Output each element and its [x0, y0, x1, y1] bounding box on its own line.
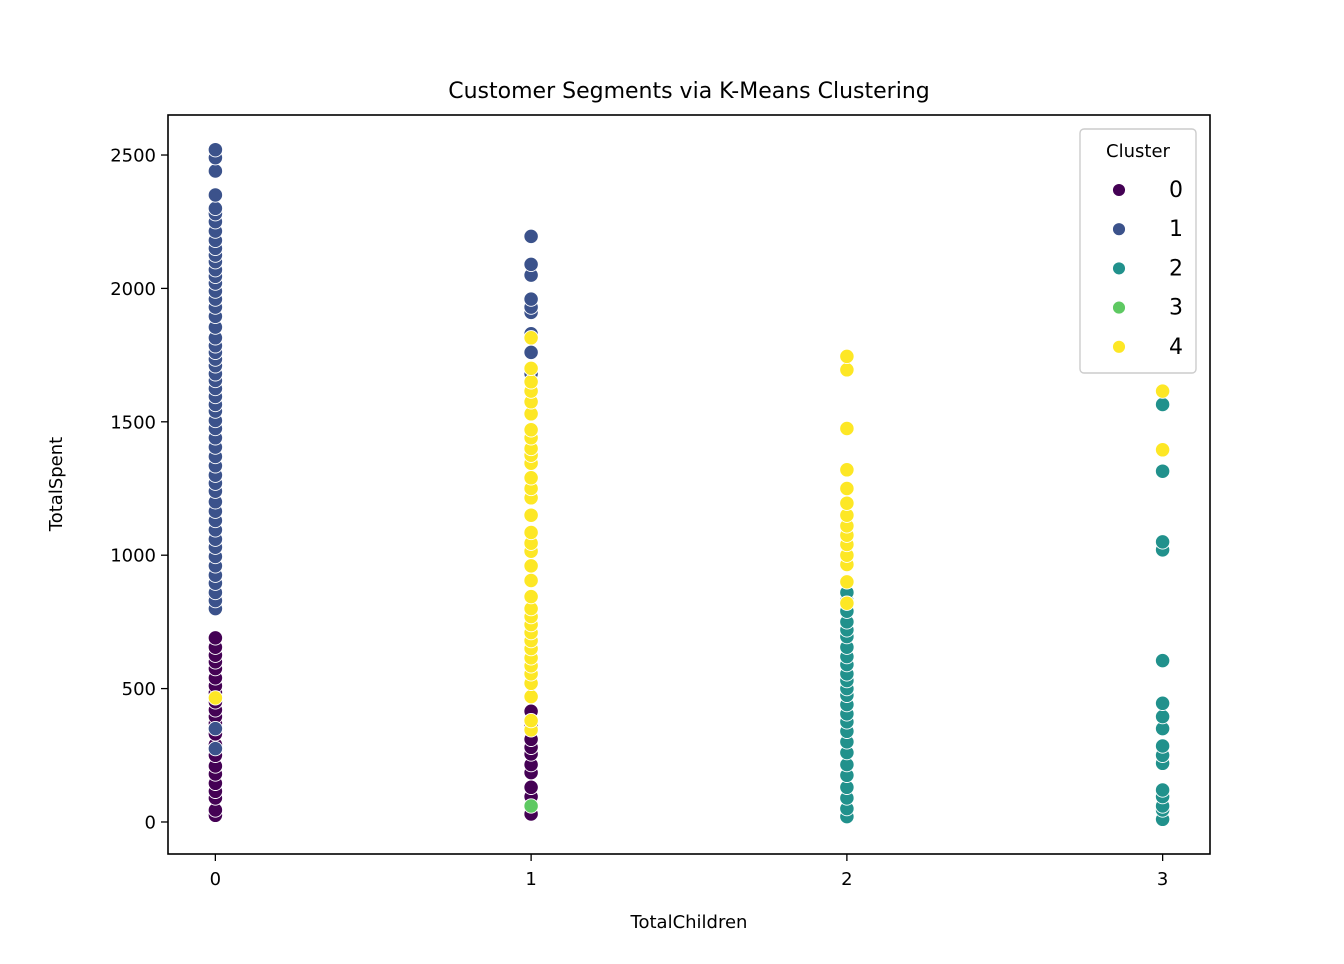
- data-point-cluster-1: [207, 187, 224, 203]
- x-tick-label: 2: [841, 869, 852, 890]
- x-tick-label: 0: [210, 869, 221, 890]
- data-point-cluster-1: [523, 256, 539, 273]
- legend-marker-cluster-2: [1112, 261, 1126, 276]
- data-point-cluster-4: [839, 574, 855, 590]
- data-point-cluster-1: [523, 228, 539, 245]
- data-point-cluster-2: [1154, 708, 1171, 725]
- legend-label-cluster-2: 2: [1169, 256, 1183, 281]
- legend-label-cluster-3: 3: [1169, 296, 1183, 321]
- y-tick-label: 2500: [110, 146, 156, 167]
- y-tick-label: 0: [145, 812, 156, 833]
- x-tick-label: 1: [525, 869, 536, 890]
- data-point-cluster-4: [839, 362, 855, 378]
- legend: Cluster 0 1 2 3 4: [1079, 128, 1197, 374]
- data-point-cluster-1: [207, 163, 224, 179]
- data-point-cluster-4: [523, 374, 539, 390]
- data-point-cluster-4: [523, 360, 539, 377]
- legend-label-cluster-4: 4: [1169, 335, 1183, 360]
- y-axis-label: TotalSpent: [46, 437, 67, 532]
- x-tick-label: 3: [1157, 869, 1168, 890]
- y-tick-label: 2000: [110, 279, 156, 300]
- data-point-cluster-4: [523, 572, 539, 589]
- data-point-cluster-1: [207, 200, 224, 217]
- data-point-cluster-4: [523, 558, 539, 574]
- data-point-cluster-1: [523, 344, 539, 361]
- data-point-cluster-4: [839, 348, 855, 365]
- data-point-cluster-2: [1154, 534, 1171, 550]
- data-point-cluster-3: [523, 798, 539, 814]
- legend-title: Cluster: [1106, 141, 1170, 162]
- data-point-cluster-4: [523, 422, 539, 438]
- data-point-cluster-4: [839, 495, 855, 511]
- data-point-cluster-4: [523, 712, 539, 729]
- data-point-cluster-4: [839, 462, 855, 478]
- x-axis-label: TotalChildren: [630, 912, 748, 933]
- y-axis: 0 500 1000 1500 2000 2500: [110, 146, 168, 833]
- data-point-cluster-4: [839, 420, 855, 437]
- data-point-cluster-4: [523, 688, 539, 705]
- data-point-cluster-2: [1154, 463, 1171, 479]
- y-tick-label: 1000: [110, 546, 156, 567]
- legend-box: [1079, 128, 1197, 374]
- data-point-cluster-4: [1154, 383, 1171, 399]
- chart-title: Customer Segments via K-Means Clustering: [448, 79, 929, 104]
- data-point-cluster-4: [523, 524, 539, 541]
- points-layer: [207, 142, 1171, 827]
- data-point-cluster-0: [523, 779, 539, 795]
- data-point-cluster-2: [1154, 738, 1171, 754]
- data-point-cluster-4: [839, 595, 855, 611]
- data-point-cluster-2: [1154, 652, 1171, 669]
- legend-marker-cluster-3: [1112, 300, 1126, 315]
- data-point-cluster-2: [1154, 695, 1171, 711]
- data-point-cluster-4: [207, 690, 224, 706]
- data-point-cluster-1: [207, 740, 224, 757]
- data-point-cluster-1: [207, 720, 224, 737]
- data-point-cluster-4: [523, 330, 539, 346]
- data-point-cluster-4: [523, 588, 539, 605]
- data-point-cluster-0: [207, 630, 224, 646]
- y-tick-label: 500: [122, 679, 156, 700]
- plot-area-frame: [167, 114, 1211, 855]
- y-tick-label: 1500: [110, 412, 156, 433]
- legend-marker-cluster-0: [1112, 183, 1126, 197]
- data-point-cluster-4: [1154, 442, 1171, 458]
- data-point-cluster-2: [1154, 782, 1171, 798]
- legend-marker-cluster-4: [1112, 339, 1126, 354]
- legend-entries: 0 1 2 3 4: [1112, 178, 1183, 360]
- data-point-cluster-2: [1154, 396, 1171, 413]
- data-point-cluster-1: [207, 142, 224, 158]
- legend-label-cluster-0: 0: [1169, 178, 1183, 203]
- data-point-cluster-1: [523, 291, 539, 307]
- legend-marker-cluster-1: [1112, 222, 1126, 237]
- data-point-cluster-4: [523, 507, 539, 523]
- data-point-cluster-4: [839, 480, 855, 497]
- data-point-cluster-4: [523, 470, 539, 486]
- x-axis: 0 1 2 3: [210, 854, 1168, 890]
- legend-label-cluster-1: 1: [1169, 217, 1183, 242]
